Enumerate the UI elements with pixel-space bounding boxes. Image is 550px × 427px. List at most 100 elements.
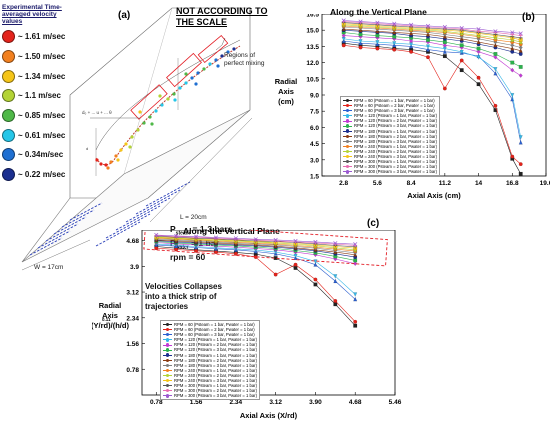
legend-label: RPM = 240 (Psteam = 2 bar, Pwater = 1 ba… <box>174 372 257 378</box>
velocity-dot <box>99 162 103 166</box>
legend-entry: RPM = 240 (Psteam = 3 bar, Pwater = 1 ba… <box>343 154 437 159</box>
svg-text:d: d <box>86 146 88 151</box>
legend-entry: RPM = 180 (Psteam = 2 bar, Pwater = 1 ba… <box>163 358 257 363</box>
legend-entry: RPM = 300 (Psteam = 1 bar, Pwater = 1 ba… <box>343 159 437 164</box>
data-point <box>518 171 523 176</box>
y-tick-label: 4.5 <box>310 141 319 148</box>
y-tick-label: 13.5 <box>306 44 319 51</box>
y-tick-label: 3.0 <box>310 157 319 164</box>
data-point <box>333 278 338 284</box>
length-label: L = 20cm <box>180 214 207 221</box>
x-tick-label: 16.8 <box>506 180 519 187</box>
data-point <box>493 108 498 113</box>
legend-swatch <box>163 322 172 327</box>
legend-swatch <box>343 129 352 133</box>
x-tick-label: 3.90 <box>309 399 322 406</box>
legend-swatch <box>343 103 352 108</box>
velocity-dot <box>208 62 212 66</box>
velocity-legend-item: ~ 0.61 m/sec <box>2 125 66 145</box>
data-point <box>493 67 498 72</box>
data-point <box>510 32 515 37</box>
velocity-dot <box>116 158 120 162</box>
velocity-dot <box>202 67 206 71</box>
velocity-color-swatch <box>2 109 15 123</box>
chart-b-title: Along the Vertical Plane <box>330 7 427 17</box>
data-point <box>493 103 498 108</box>
y-tick-label: 7.5 <box>310 109 319 116</box>
data-point <box>518 48 523 53</box>
data-point <box>425 23 431 28</box>
data-point <box>518 31 523 36</box>
data-point <box>174 233 179 238</box>
panel-a-label: (a) <box>118 10 131 21</box>
velocity-color-swatch <box>2 168 15 182</box>
data-point <box>174 247 179 252</box>
legend-entry: RPM = 120 (Psteam = 1 bar, Pwater = 1 ba… <box>343 113 437 118</box>
series-path <box>343 21 521 36</box>
legend-entry: RPM = 180 (Psteam = 1 bar, Pwater = 1 ba… <box>343 129 437 134</box>
velocity-dot <box>190 76 194 80</box>
legend-entry: RPM = 300 (Psteam = 2 bar, Pwater = 1 ba… <box>343 164 437 169</box>
data-point <box>442 40 447 45</box>
data-point <box>518 33 523 38</box>
legend-label: RPM = 240 (Psteam = 2 bar, Pwater = 1 ba… <box>354 148 437 154</box>
velocity-dot <box>194 82 198 86</box>
legend-swatch <box>163 389 172 393</box>
legend-label: RPM = 180 (Psteam = 2 bar, Pwater = 1 ba… <box>354 133 437 139</box>
legend-label: RPM = 240 (Psteam = 1 bar, Pwater = 1 ba… <box>354 143 437 149</box>
y-axis-title: Axis <box>102 311 118 320</box>
chart-c: 0.78 1.56 2.34 3.12 3.90 4.68 5.46 0.78 1.56 2.34… <box>92 230 402 420</box>
velocity-legend: Experimental Time-averaged velocity valu… <box>2 4 66 185</box>
data-point <box>174 234 178 239</box>
data-point <box>358 45 363 50</box>
x-tick-label: 14 <box>475 180 483 187</box>
data-point <box>375 20 380 25</box>
legend-label: RPM = 180 (Psteam = 1 bar, Pwater = 1 ba… <box>174 352 257 358</box>
series-path <box>343 35 521 76</box>
legend-swatch <box>343 134 352 138</box>
data-point <box>493 35 498 40</box>
chart-b-label: (b) <box>522 12 535 23</box>
chart-c-legend: RPM = 60 (Psteam = 1 bar, Pwater = 1 bar… <box>160 320 260 401</box>
data-point <box>518 162 523 167</box>
data-point <box>313 262 318 267</box>
data-point <box>293 266 298 270</box>
legend-swatch <box>163 394 172 398</box>
y-tick-label: 6.0 <box>310 125 319 132</box>
data-point <box>392 41 397 46</box>
legend-entry: RPM = 240 (Psteam = 2 bar, Pwater = 1 ba… <box>163 373 257 378</box>
steam-pressure-param: Psteam = 1-3 bars <box>170 224 233 237</box>
velocity-legend-item: ~ 0.34m/sec <box>2 145 64 165</box>
series-path <box>343 26 521 48</box>
velocity-dot <box>232 47 236 51</box>
legend-label: RPM = 120 (Psteam = 2 bar, Pwater = 1 ba… <box>174 342 257 348</box>
velocity-color-swatch <box>2 148 15 162</box>
data-point <box>233 251 238 256</box>
legend-entry: RPM = 60 (Psteam = 3 bar, Pwater = 1 bar… <box>163 332 257 337</box>
data-point <box>493 29 498 34</box>
data-point <box>313 239 318 244</box>
legend-entry: RPM = 120 (Psteam = 1 bar, Pwater = 1 ba… <box>163 337 257 342</box>
x-tick-label: 0.78 <box>150 399 163 406</box>
series-path <box>343 32 521 68</box>
x-tick-label: 8.4 <box>407 180 416 187</box>
data-point <box>341 18 346 23</box>
collapse-callout: Velocities Collapses into a thick strip … <box>145 282 222 311</box>
legend-swatch <box>343 159 352 164</box>
legend-entry: RPM = 300 (Psteam = 3 bar, Pwater = 1 ba… <box>163 393 257 398</box>
data-point <box>358 32 363 37</box>
velocity-legend-label: ~ 0.61 m/sec <box>18 130 66 140</box>
water-pressure-param: Pwater = 1 bar <box>170 238 219 251</box>
data-point <box>476 33 481 38</box>
legend-label: RPM = 180 (Psteam = 2 bar, Pwater = 1 ba… <box>174 357 257 363</box>
rpm-param: rpm = 60 <box>170 252 206 262</box>
velocity-dot <box>148 115 152 119</box>
y-tick-label: 3.12 <box>126 290 139 297</box>
data-point <box>154 233 159 238</box>
data-point <box>518 45 523 50</box>
legend-swatch <box>343 149 352 154</box>
legend-swatch <box>163 348 172 352</box>
legend-entry: RPM = 180 (Psteam = 2 bar, Pwater = 1 ba… <box>343 134 437 139</box>
series-path <box>343 24 521 43</box>
data-point <box>493 54 498 60</box>
